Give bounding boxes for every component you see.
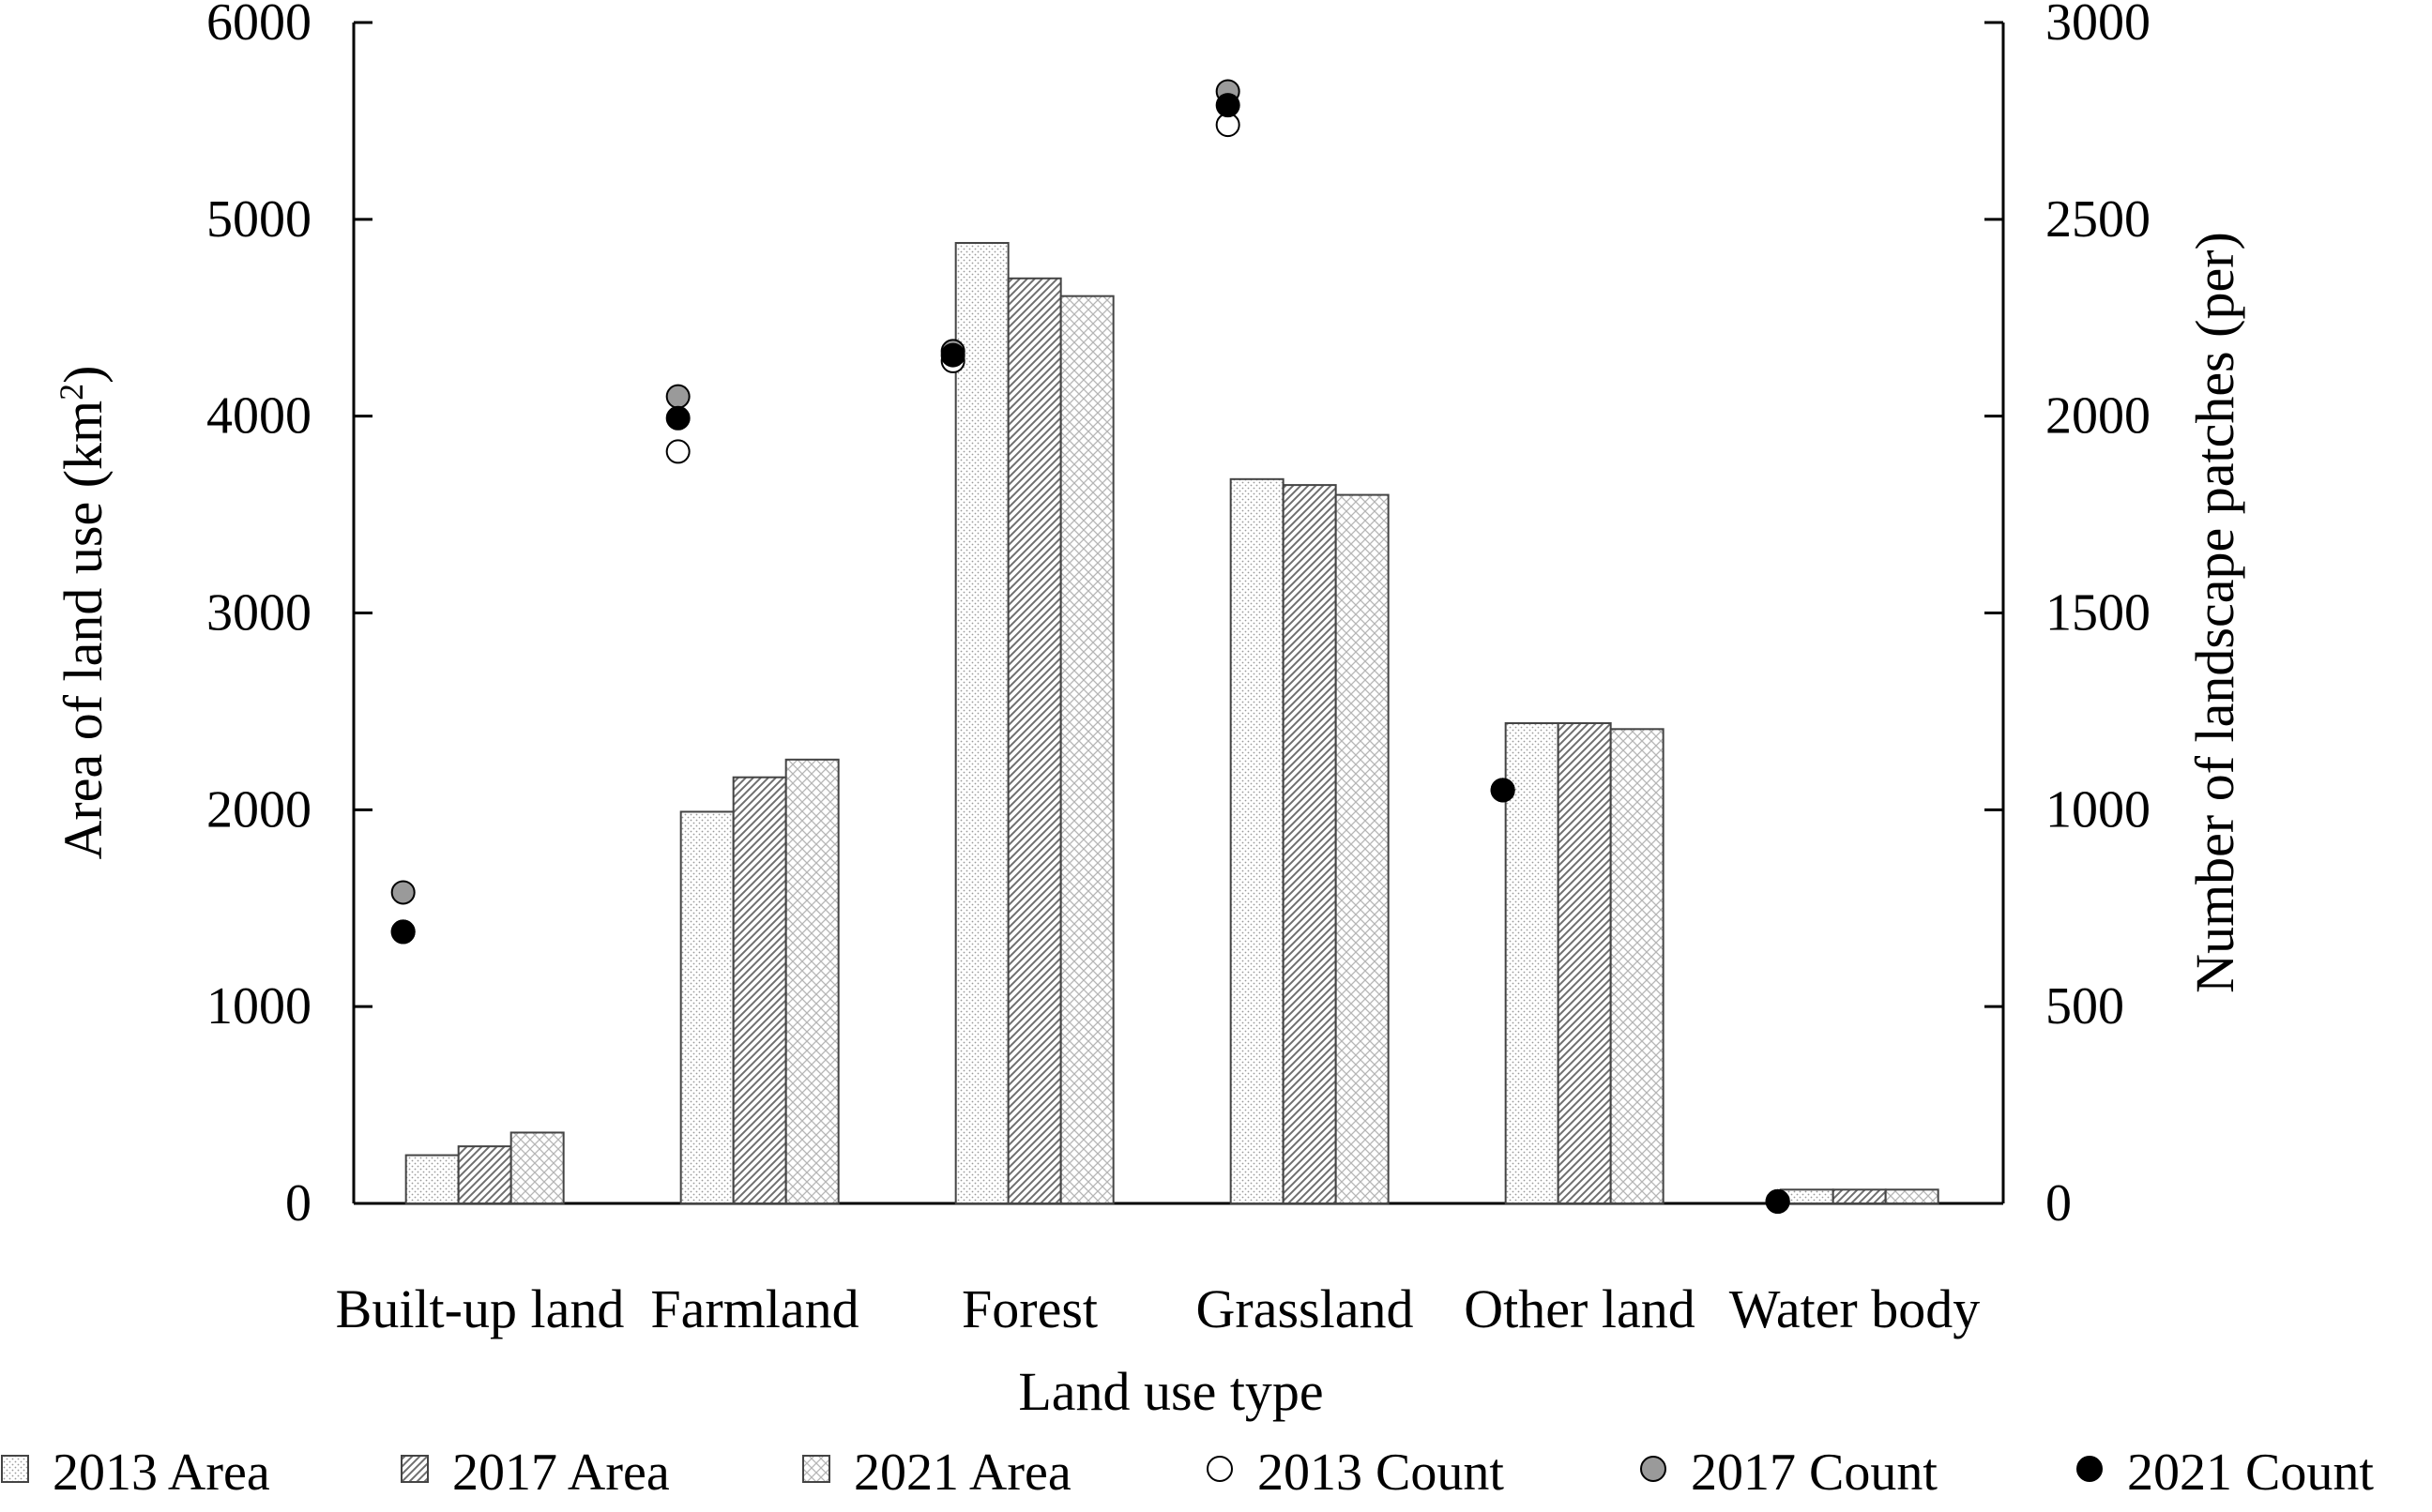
category-label: Farmland	[650, 1278, 859, 1339]
left-tick-label: 6000	[206, 0, 312, 52]
left-axis-title: Area of land use (km2)	[53, 366, 114, 860]
left-tick-label: 4000	[206, 387, 312, 446]
legend-swatch	[401, 1455, 429, 1483]
bar-2017-area	[1832, 1188, 1887, 1204]
legend-swatch	[802, 1455, 830, 1483]
bar-2021-area	[1059, 295, 1115, 1204]
legend-marker	[1207, 1456, 1233, 1482]
category-label: Grassland	[1196, 1278, 1414, 1339]
left-tick-label: 0	[285, 1174, 312, 1232]
bar-2017-area	[1282, 484, 1337, 1204]
category-label: Other land	[1464, 1278, 1695, 1339]
legend-marker	[2076, 1456, 2103, 1482]
bar-2021-area	[784, 758, 840, 1204]
left-axis-title-suffix: )	[53, 366, 114, 384]
right-tick-label: 3000	[2045, 0, 2151, 52]
legend-label: 2017 Area	[452, 1444, 670, 1502]
right-axis-title: Number of landscape patches (per)	[2184, 232, 2245, 993]
legend-swatch	[1, 1455, 29, 1483]
bar-2021-area	[1884, 1188, 1939, 1204]
x-axis-title: Land use type	[1018, 1361, 1323, 1422]
bar-2021-area	[1334, 493, 1390, 1204]
legend-label: 2017 Count	[1691, 1444, 1938, 1502]
left-axis: 0 1000 2000 3000 4000 5000 6000	[206, 0, 372, 1232]
category-labels: Built-up land Farmland Forest Grassland Othe…	[336, 1278, 1981, 1339]
point-2021-count	[940, 342, 965, 368]
right-tick-label: 1000	[2045, 780, 2151, 839]
legend-marker	[1640, 1456, 1666, 1482]
legend-label: 2013 Area	[53, 1444, 270, 1502]
category-label: Forest	[962, 1278, 1098, 1339]
category-label: Water body	[1729, 1278, 1981, 1339]
bar-2021-area	[1609, 728, 1664, 1205]
legend-label: 2013 Count	[1257, 1444, 1504, 1502]
legend: 2013 Area 2017 Area 2021 Area 2013 Count 201…	[1, 1444, 2374, 1502]
bar-2017-area	[732, 776, 787, 1204]
left-tick-label: 1000	[206, 977, 312, 1036]
left-tick-label: 3000	[206, 584, 312, 643]
bar-2017-area	[457, 1145, 512, 1204]
right-tick-label: 500	[2045, 977, 2124, 1036]
point-2021-count	[1490, 778, 1515, 803]
legend-label: 2021 Area	[854, 1444, 1072, 1502]
bar-2013-area	[1504, 722, 1559, 1204]
bar-group	[404, 242, 1939, 1205]
left-axis-title-sup: 2	[53, 384, 90, 401]
bar-2013-area	[954, 242, 1010, 1205]
right-tick-label: 2500	[2045, 190, 2151, 249]
bar-2013-area	[404, 1154, 460, 1204]
point-2017-count	[665, 384, 691, 409]
left-tick-label: 5000	[206, 190, 312, 249]
bar-2013-area	[1229, 477, 1284, 1204]
category-label: Built-up land	[336, 1278, 625, 1339]
point-2017-count	[390, 880, 416, 905]
point-2021-count	[665, 405, 691, 431]
bar-2021-area	[509, 1131, 565, 1204]
point-2013-count	[665, 439, 691, 464]
left-axis-title-main: Area of land use (km	[53, 401, 114, 860]
point-2021-count	[1215, 93, 1240, 118]
point-2021-count	[390, 919, 416, 945]
right-tick-label: 2000	[2045, 387, 2151, 446]
bar-2017-area	[1007, 277, 1062, 1204]
legend-label: 2021 Count	[2127, 1444, 2374, 1502]
right-axis: 0 500 1000 1500 2000 2500 3000	[1984, 0, 2151, 1232]
right-tick-label: 0	[2045, 1174, 2072, 1232]
bar-2013-area	[679, 810, 735, 1204]
right-tick-label: 1500	[2045, 584, 2151, 643]
point-2021-count	[1765, 1188, 1790, 1214]
left-tick-label: 2000	[206, 780, 312, 839]
point-group	[390, 79, 1790, 1214]
bar-2017-area	[1557, 722, 1612, 1204]
